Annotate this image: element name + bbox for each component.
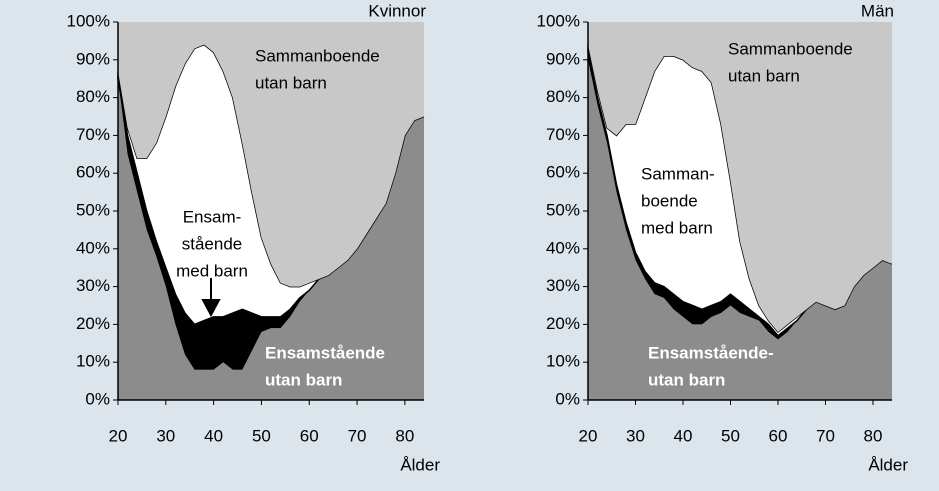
series-label: utan barn [265, 370, 342, 389]
y-tick-label: 30% [76, 276, 110, 295]
y-tick-label: 50% [76, 200, 110, 219]
x-tick-label: 60 [769, 426, 788, 445]
y-tick-label: 0% [85, 389, 110, 408]
area [588, 22, 892, 332]
x-tick-label: 20 [109, 426, 128, 445]
y-tick-label: 50% [546, 200, 580, 219]
y-tick-label: 20% [546, 314, 580, 333]
x-tick-label: 20 [579, 426, 598, 445]
x-tick-label: 70 [816, 426, 835, 445]
y-tick-label: 100% [67, 11, 110, 30]
series-label: utan barn [255, 73, 327, 92]
y-tick-label: 10% [546, 352, 580, 371]
area [118, 78, 424, 400]
y-tick-label: 60% [76, 163, 110, 182]
series-label: med barn [641, 218, 713, 237]
y-tick-label: 40% [546, 238, 580, 257]
series-label: Sammanboende [728, 39, 853, 58]
x-tick-label: 80 [864, 426, 883, 445]
chart-title: Kvinnor [368, 1, 426, 20]
x-tick-label: 40 [204, 426, 223, 445]
x-tick-label: 30 [156, 426, 175, 445]
y-tick-label: 80% [546, 87, 580, 106]
y-tick-label: 60% [546, 163, 580, 182]
y-tick-label: 70% [76, 125, 110, 144]
series-label: boende [641, 191, 698, 210]
y-tick-label: 100% [537, 11, 580, 30]
x-tick-label: 50 [252, 426, 271, 445]
series-label: utan barn [648, 370, 725, 389]
series-label: stående [182, 234, 243, 253]
area [588, 59, 892, 401]
y-tick-label: 90% [546, 49, 580, 68]
chart-title: Män [861, 1, 894, 20]
y-tick-label: 80% [76, 87, 110, 106]
y-tick-label: 20% [76, 314, 110, 333]
x-tick-label: 70 [348, 426, 367, 445]
y-tick-label: 70% [546, 125, 580, 144]
x-tick-label: 80 [395, 426, 414, 445]
y-tick-label: 10% [76, 352, 110, 371]
series-label: Sammanboende [255, 46, 380, 65]
arrow [201, 278, 221, 318]
x-tick-label: 40 [674, 426, 693, 445]
series-label: Ensamstående- [648, 343, 774, 362]
x-axis-label: Ålder [868, 455, 908, 474]
x-tick-label: 50 [721, 426, 740, 445]
y-tick-label: 30% [546, 276, 580, 295]
series-label: Ensamstående [265, 343, 385, 362]
y-tick-label: 90% [76, 49, 110, 68]
series-label: Samman- [641, 164, 715, 183]
y-tick-label: 0% [555, 389, 580, 408]
series-label: Ensam- [183, 207, 242, 226]
area [118, 22, 424, 287]
x-axis-label: Ålder [400, 455, 440, 474]
x-tick-label: 30 [626, 426, 645, 445]
series-label: utan barn [728, 66, 800, 85]
x-tick-label: 60 [300, 426, 319, 445]
y-tick-label: 40% [76, 238, 110, 257]
series-label: med barn [176, 261, 248, 280]
